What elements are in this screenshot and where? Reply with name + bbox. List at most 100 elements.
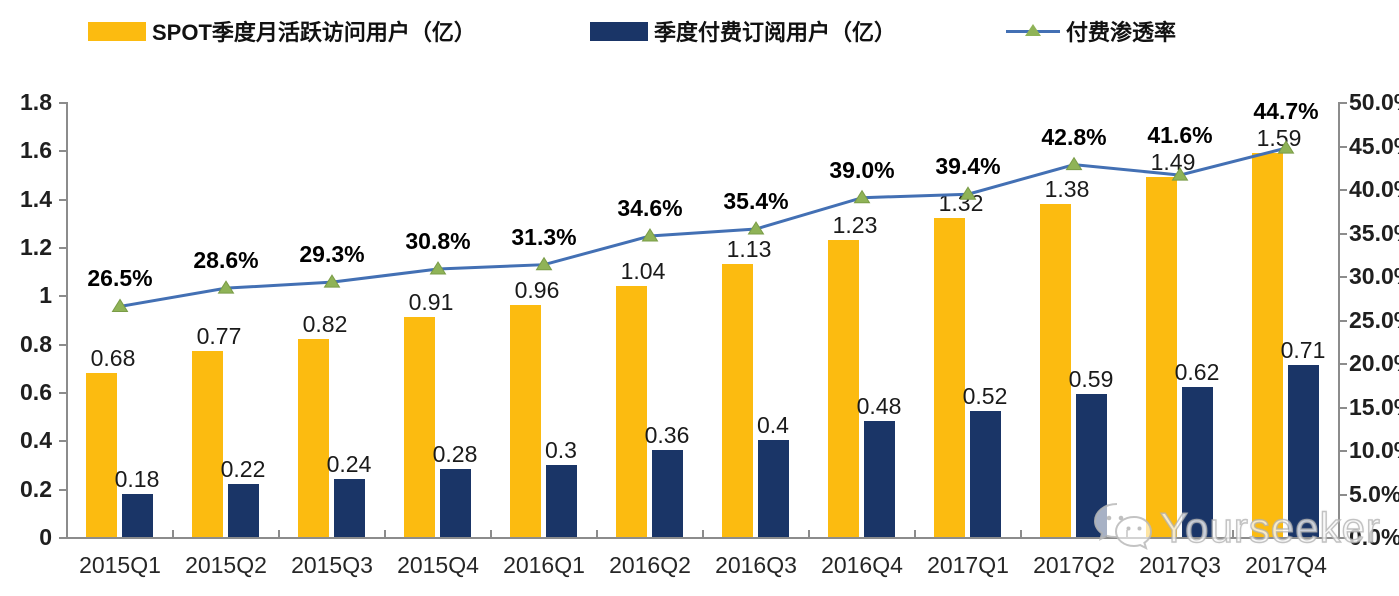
penetration-rate-label: 31.3% [511,223,577,250]
bar-subs-2015Q2 [228,483,259,537]
bar-subs-value-label: 0.52 [962,383,1008,410]
bar-mau-2015Q2 [192,350,223,537]
bar-mau-value-label: 0.96 [514,277,560,303]
y-axis-right-label: 10.0% [1349,437,1399,463]
bar-subs-value-label: 0.36 [644,422,690,448]
bar-mau-value-label: 1.32 [938,190,984,216]
y-axis-left-tick [59,247,67,249]
watermark-text: Yourseeker [1159,503,1381,551]
penetration-rate-label: 41.6% [1147,121,1213,148]
bar-subs-2016Q4 [864,421,895,537]
x-axis-tick [66,530,68,537]
x-axis-tick [1020,530,1022,537]
x-axis-tick [596,530,598,537]
bar-mau-value-label: 0.77 [196,322,242,349]
bar-subs-2015Q4 [440,469,471,537]
bar-subs-2016Q1 [546,464,577,537]
bar-subs-2016Q3 [758,440,789,537]
bar-mau-value-label: 0.91 [408,289,454,316]
bar-mau-2016Q4 [828,239,859,537]
y-axis-right-label: 45.0% [1349,132,1399,159]
x-axis-label: 2015Q1 [79,552,161,578]
triangle-marker [641,228,659,242]
bar-mau-value-label: 0.68 [90,344,136,371]
x-axis-label: 2015Q3 [291,552,373,578]
bar-subs-2015Q3 [334,479,365,537]
x-axis-line [66,537,1340,539]
y-axis-left-label: 0.2 [20,475,52,502]
penetration-rate-label: 44.7% [1253,97,1319,124]
bar-mau-value-label: 0.82 [302,310,348,337]
bar-subs-2015Q1 [122,493,153,537]
x-axis-tick [1338,530,1340,537]
y-axis-left-label: 1.6 [20,137,52,164]
y-axis-left-label: 0 [39,524,52,550]
bar-subs-2017Q3 [1182,387,1213,537]
y-axis-left-tick [59,488,67,491]
bar-mau-value-label: 1.23 [832,211,878,238]
bar-mau-2017Q1 [934,218,965,537]
bar-mau-value-label: 1.38 [1044,175,1090,202]
triangle-marker [217,280,235,294]
legend-item-mau: SPOT季度月活跃访问用户（亿） [88,16,476,46]
triangle-marker [323,274,341,288]
x-axis-label: 2016Q2 [609,552,691,578]
bar-subs-value-label: 0.62 [1174,359,1220,386]
y-axis-right-tick [1339,189,1347,191]
triangle-marker [853,189,871,204]
y-axis-right-tick [1339,319,1347,322]
bar-mau-2015Q4 [404,317,435,537]
x-axis-tick [808,530,810,537]
x-axis-tick [384,530,386,537]
y-axis-right-label: 50.0% [1349,89,1399,115]
y-axis-right-label: 5.0% [1349,480,1399,507]
bar-mau-2017Q3 [1146,176,1177,537]
x-axis-tick [490,530,492,537]
y-axis-right-label: 0.0% [1349,524,1399,550]
y-axis-left-label: 1 [39,282,52,309]
y-axis-right-label: 40.0% [1349,176,1399,202]
bar-mau-value-label: 1.59 [1256,124,1302,151]
penetration-rate-label: 29.3% [299,241,365,268]
bar-subs-value-label: 0.71 [1280,337,1326,364]
x-axis-label: 2017Q1 [927,552,1009,578]
triangle-marker [1065,156,1083,171]
bar-subs-value-label: 0.3 [545,436,577,463]
bar-mau-2016Q3 [722,263,753,537]
bar-subs-value-label: 0.18 [114,465,160,492]
legend-item-subs: 季度付费订阅用户（亿） [590,16,896,46]
x-axis-label: 2016Q4 [821,552,903,578]
x-axis-label: 2015Q4 [397,552,479,578]
bar-subs-value-label: 0.59 [1068,366,1114,393]
legend-item-rate: 付费渗透率 [1006,16,1176,46]
y-axis-left-tick [59,102,67,104]
penetration-rate-label: 35.4% [723,188,789,215]
legend-line-marker-icon [1006,22,1060,41]
y-axis-right-label: 35.0% [1349,219,1399,246]
triangle-marker [429,261,447,275]
legend-swatch-subs-icon [590,21,648,41]
bar-mau-2016Q2 [616,285,647,537]
triangle-marker [111,298,129,312]
bar-subs-2017Q1 [970,411,1001,537]
y-axis-left-label: 1.4 [20,185,52,212]
bar-subs-2017Q4 [1288,365,1319,537]
y-axis-right-label: 30.0% [1349,263,1399,289]
x-axis-tick [1232,530,1234,537]
penetration-rate-label: 26.5% [87,265,153,292]
watermark: Yourseeker [1090,500,1381,556]
y-axis-left-label: 1.8 [20,89,52,115]
legend-label-subs: 季度付费订阅用户（亿） [654,20,897,45]
x-axis-label: 2016Q3 [715,552,797,578]
y-axis-right-label: 25.0% [1349,306,1399,333]
x-axis-label: 2017Q2 [1033,552,1115,578]
legend-label-rate: 付费渗透率 [1066,20,1177,45]
y-axis-right-tick [1339,363,1347,365]
legend-swatch-mau-icon [88,21,146,41]
y-axis-left-tick [59,440,67,443]
y-axis-left-tick [59,343,67,346]
y-axis-right-tick [1339,102,1347,104]
legend-label-mau: SPOT季度月活跃访问用户（亿） [152,20,476,45]
x-axis-tick [914,530,916,537]
